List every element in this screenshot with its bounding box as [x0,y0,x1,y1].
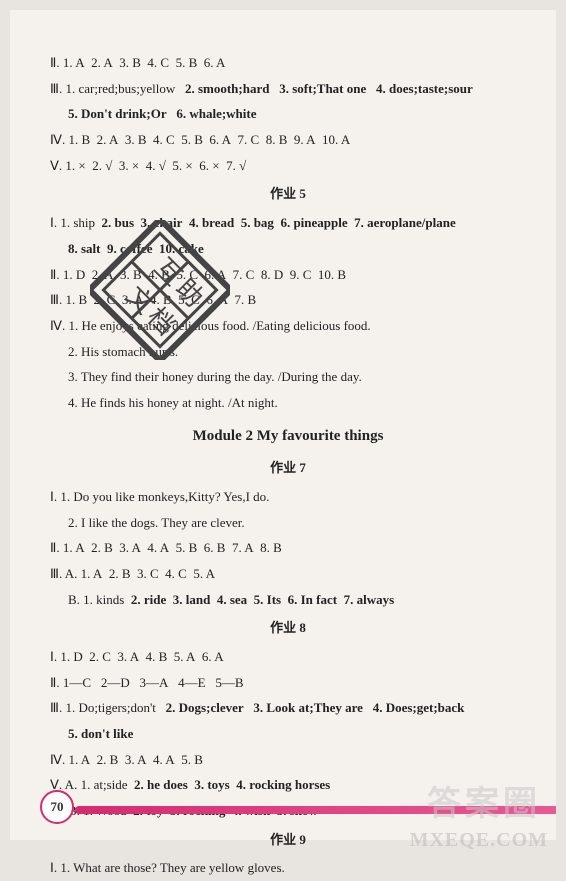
ii-3: 3. B [119,55,141,70]
hw8-i-line: Ⅰ. 1. D 2. C 3. A 4. B 5. A 6. A [50,645,526,670]
hw5-iv-3: 3. They find their honey during the day.… [68,365,526,390]
hw5-iv-4: 4. He finds his honey at night. /At nigh… [68,391,526,416]
sec-iii-line2: 5. Don't drink;Or 6. whale;white [68,102,526,127]
sec-ii-line: Ⅱ. 1. A 2. A 3. B 4. C 5. B 6. A [50,51,526,76]
hw5-title: 作业 5 [50,182,526,207]
hw9-i-1: Ⅰ. 1. What are those? They are yellow gl… [50,856,526,881]
ii-6: 6. A [204,55,226,70]
hw5-iv-1: Ⅳ. 1. He enjoys eating delicious food. /… [50,314,526,339]
watermark-site: MXEQE.COM [410,829,548,852]
hw7-iii-b: B. 1. kinds 2. ride 3. land 4. sea 5. It… [68,588,526,613]
hw7-title: 作业 7 [50,456,526,481]
watermark-answer: 答案圈 [427,776,541,825]
hw8-iii-line2: 5. don't like [68,722,526,747]
hw5-iii-line: Ⅲ. 1. B 2. C 3. A 4. B 5. C 6. A 7. B [50,288,526,313]
hw7-i-2: 2. I like the dogs. They are clever. [68,511,526,536]
hw5-i-line1: Ⅰ. 1. ship 2. bus 3. chair 4. bread 5. b… [50,211,526,236]
hw7-ii-line: Ⅱ. 1. A 2. B 3. A 4. A 5. B 6. B 7. A 8.… [50,536,526,561]
module2-title: Module 2 My favourite things [50,422,526,451]
hw5-iv-2: 2. His stomach hurts. [68,340,526,365]
hw8-title: 作业 8 [50,616,526,641]
hw7-iii-a: Ⅲ. A. 1. A 2. B 3. C 4. C 5. A [50,562,526,587]
hw8-iv-line: Ⅳ. 1. A 2. B 3. A 4. A 5. B [50,748,526,773]
page-number: 70 [40,790,74,824]
hw8-iii-line1: Ⅲ. 1. Do;tigers;don't 2. Dogs;clever 3. … [50,696,526,721]
ii-2: 2. A [91,55,113,70]
hw7-i-1: Ⅰ. 1. Do you like monkeys,Kitty? Yes,I d… [50,485,526,510]
ii-1: 1. A [63,55,85,70]
sec-iv-line: Ⅳ. 1. B 2. A 3. B 4. C 5. B 6. A 7. C 8.… [50,128,526,153]
ii-5: 5. B [176,55,198,70]
ii-4: 4. C [147,55,169,70]
page-container: Ⅱ. 1. A 2. A 3. B 4. C 5. B 6. A Ⅲ. 1. c… [10,10,556,840]
sec-v-line: Ⅴ. 1. × 2. √ 3. × 4. √ 5. × 6. × 7. √ [50,154,526,179]
hw5-i-line2: 8. salt 9. coffee 10. cake [68,237,526,262]
hw5-ii-line: Ⅱ. 1. D 2. A 3. B 4. B 5. C 6. A 7. C 8.… [50,263,526,288]
page-number-wrap: 70 [40,790,74,824]
hw8-ii-line: Ⅱ. 1—C 2—D 3—A 4—E 5—B [50,671,526,696]
sec-iii-line1: Ⅲ. 1. car;red;bus;yellow 2. smooth;hard … [50,77,526,102]
